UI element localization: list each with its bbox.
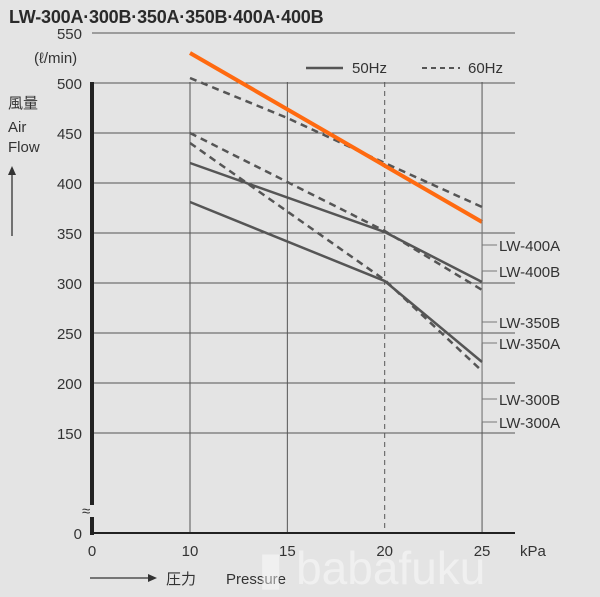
series-label-lw-400a: LW-400A	[499, 238, 560, 255]
series-label-lw-350a: LW-350A	[499, 336, 560, 353]
y-tick-label: 400	[57, 176, 82, 193]
watermark-logo: ▮ babafuku	[258, 542, 485, 594]
axis-break-symbol: ≈	[82, 503, 90, 520]
y-label-en-1: Air	[8, 119, 26, 136]
chart-title: LW-300A·300B·350A·350B·400A·400B	[9, 7, 324, 27]
series-line-lw-400b	[188, 51, 484, 224]
leader-line	[481, 362, 498, 400]
x-tick-label: 25	[474, 543, 491, 560]
series-labels: LW-400A LW-400B LW-350B LW-350A LW-300B LW-30…	[481, 207, 560, 432]
series-label-lw-350b: LW-350B	[499, 315, 560, 332]
y-tick-label: 300	[57, 276, 82, 293]
y-tick-label: 350	[57, 226, 82, 243]
leader-line	[481, 282, 498, 323]
grid	[92, 32, 515, 533]
series-line-lw-400a	[189, 76, 483, 209]
y-tick-label: 550	[57, 26, 82, 43]
leader-line	[481, 222, 498, 272]
y-label-jp: 風量	[8, 95, 38, 112]
y-tick-label: 200	[57, 376, 82, 393]
series-label-lw-300b: LW-300B	[499, 392, 560, 409]
series-label-lw-400b: LW-400B	[499, 264, 560, 281]
x-arrowhead-icon	[148, 574, 157, 582]
x-tick-label: 20	[376, 543, 393, 560]
leader-line	[481, 290, 498, 344]
y-tick-label: 250	[57, 326, 82, 343]
tick-labels: 550 500 450 400 350 300 250 200 150 00 10 15 20 25	[57, 26, 490, 560]
legend-50hz-label: 50Hz	[352, 60, 387, 77]
leader-line	[481, 207, 498, 246]
x-label-jp: 圧力	[166, 571, 196, 588]
x-tick-label: 15	[279, 543, 296, 560]
series-label-lw-300a: LW-300A	[499, 415, 560, 432]
y-tick-label: 150	[57, 426, 82, 443]
y-tick-label: 0	[74, 526, 82, 543]
series-line-lw-300b	[189, 200, 483, 363]
series-lines	[188, 51, 484, 372]
y-label-en-2: Flow	[8, 139, 40, 156]
x-tick-label: 0	[88, 543, 96, 560]
axis-break-gap	[86, 505, 98, 517]
y-tick-label: 500	[57, 76, 82, 93]
y-arrowhead-icon	[8, 166, 16, 175]
x-unit-label: kPa	[520, 543, 547, 560]
legend-60hz-label: 60Hz	[468, 60, 503, 77]
x-tick-label: 10	[182, 543, 199, 560]
series-line-lw-350a	[189, 131, 483, 292]
leader-line	[481, 371, 498, 423]
y-unit-label: (ℓ/min)	[34, 50, 77, 67]
x-label-en: Pressure	[226, 571, 286, 588]
y-tick-label: 450	[57, 126, 82, 143]
series-line-lw-300a	[189, 141, 483, 372]
